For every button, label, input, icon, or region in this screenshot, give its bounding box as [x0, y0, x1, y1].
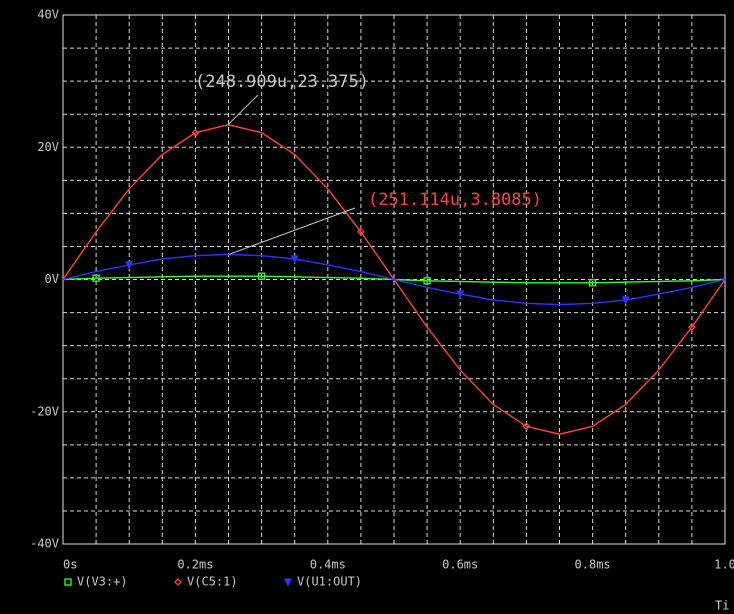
data-point: [125, 261, 134, 270]
y-tick-label: -20V: [30, 404, 59, 418]
x-tick-label: 0.4ms: [310, 558, 346, 572]
legend-label: V(V3:+): [77, 575, 128, 589]
x-tick-label: 0.2ms: [177, 558, 213, 572]
data-point: [290, 255, 299, 264]
annotation: (251.114u,3.8085): [368, 190, 542, 210]
y-tick-label: 0V: [45, 272, 59, 286]
data-point: [687, 323, 696, 332]
data-point: [621, 296, 630, 305]
x-axis-label: Ti: [715, 599, 729, 613]
x-tick-label: 0s: [63, 558, 77, 572]
legend-symbol: [64, 578, 72, 586]
data-point: [522, 422, 531, 431]
annotation-leader: [229, 207, 356, 255]
x-tick-label: 0.6ms: [442, 558, 478, 572]
x-tick-label: 0.8ms: [575, 558, 611, 572]
annotation-leader: [227, 94, 259, 126]
data-point: [423, 277, 431, 285]
annotation: (248.909u,23.375): [195, 72, 369, 92]
data-point: [191, 128, 200, 137]
y-tick-label: 40V: [37, 8, 59, 22]
x-tick-label: 1.0: [714, 558, 734, 572]
data-point: [257, 272, 266, 280]
series-line: [62, 253, 726, 306]
data-point: [588, 279, 597, 287]
data-point: [456, 290, 465, 299]
legend-symbol: [174, 578, 182, 586]
data-point: [356, 227, 365, 236]
legend-label: V(U1:OUT): [297, 575, 362, 589]
y-tick-label: 20V: [37, 140, 59, 154]
data-point: [92, 274, 100, 282]
legend-symbol: [283, 578, 293, 587]
legend-label: V(C5:1): [187, 575, 238, 589]
y-tick-label: -40V: [30, 537, 59, 551]
